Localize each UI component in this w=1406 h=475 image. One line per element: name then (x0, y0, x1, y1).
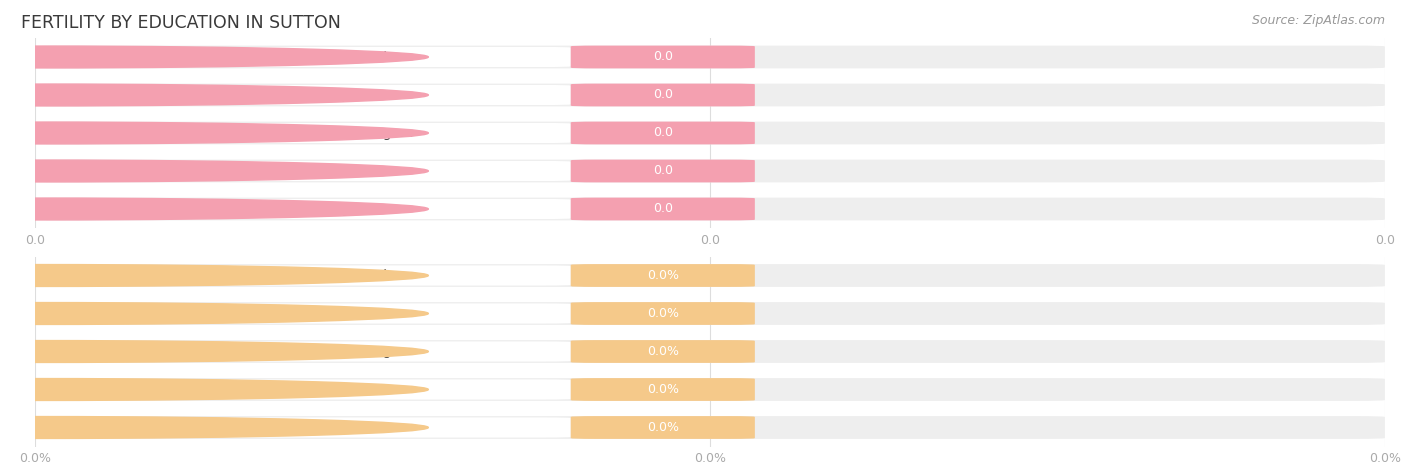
Text: 0.0%: 0.0% (647, 383, 679, 396)
FancyBboxPatch shape (35, 198, 1385, 220)
FancyBboxPatch shape (44, 161, 571, 181)
Text: College or Associate's Degree: College or Associate's Degree (214, 126, 413, 140)
Text: 0.0%: 0.0% (647, 345, 679, 358)
FancyBboxPatch shape (35, 160, 1385, 182)
Text: Less than High School: Less than High School (240, 50, 387, 64)
Text: FERTILITY BY EDUCATION IN SUTTON: FERTILITY BY EDUCATION IN SUTTON (21, 14, 342, 32)
FancyBboxPatch shape (44, 342, 571, 361)
Text: 0.0: 0.0 (652, 164, 673, 178)
FancyBboxPatch shape (44, 266, 571, 285)
FancyBboxPatch shape (35, 264, 1385, 287)
Text: 0.0%: 0.0% (647, 269, 679, 282)
Text: 0.0: 0.0 (652, 88, 673, 102)
Circle shape (0, 198, 429, 220)
FancyBboxPatch shape (44, 123, 571, 143)
FancyBboxPatch shape (571, 378, 755, 401)
Circle shape (0, 379, 429, 400)
Circle shape (0, 303, 429, 324)
FancyBboxPatch shape (35, 378, 1385, 401)
FancyBboxPatch shape (44, 85, 571, 105)
Text: College or Associate's Degree: College or Associate's Degree (214, 345, 413, 358)
Text: 0.0: 0.0 (652, 202, 673, 216)
FancyBboxPatch shape (35, 302, 1385, 325)
Circle shape (0, 417, 429, 438)
FancyBboxPatch shape (35, 416, 1385, 439)
FancyBboxPatch shape (571, 198, 755, 220)
Text: High School Diploma: High School Diploma (245, 307, 382, 320)
FancyBboxPatch shape (571, 46, 755, 68)
FancyBboxPatch shape (44, 418, 571, 437)
Text: Bachelor's Degree: Bachelor's Degree (253, 164, 375, 178)
FancyBboxPatch shape (44, 199, 571, 219)
Text: High School Diploma: High School Diploma (245, 88, 382, 102)
Circle shape (0, 84, 429, 106)
FancyBboxPatch shape (571, 264, 755, 287)
Circle shape (0, 341, 429, 362)
Circle shape (0, 265, 429, 286)
Text: 0.0%: 0.0% (647, 307, 679, 320)
Text: Bachelor's Degree: Bachelor's Degree (253, 383, 375, 396)
Circle shape (0, 122, 429, 144)
Text: Graduate Degree: Graduate Degree (256, 421, 371, 434)
FancyBboxPatch shape (44, 47, 571, 67)
Circle shape (0, 160, 429, 182)
Text: 0.0: 0.0 (652, 50, 673, 64)
FancyBboxPatch shape (44, 304, 571, 323)
Text: Graduate Degree: Graduate Degree (256, 202, 371, 216)
Text: 0.0: 0.0 (652, 126, 673, 140)
Circle shape (0, 46, 429, 68)
FancyBboxPatch shape (35, 46, 1385, 68)
FancyBboxPatch shape (44, 380, 571, 399)
FancyBboxPatch shape (35, 340, 1385, 363)
Text: Less than High School: Less than High School (240, 269, 387, 282)
FancyBboxPatch shape (571, 122, 755, 144)
FancyBboxPatch shape (571, 302, 755, 325)
FancyBboxPatch shape (571, 84, 755, 106)
Text: Source: ZipAtlas.com: Source: ZipAtlas.com (1251, 14, 1385, 27)
Text: 0.0%: 0.0% (647, 421, 679, 434)
FancyBboxPatch shape (571, 160, 755, 182)
FancyBboxPatch shape (571, 340, 755, 363)
FancyBboxPatch shape (571, 416, 755, 439)
FancyBboxPatch shape (35, 84, 1385, 106)
FancyBboxPatch shape (35, 122, 1385, 144)
